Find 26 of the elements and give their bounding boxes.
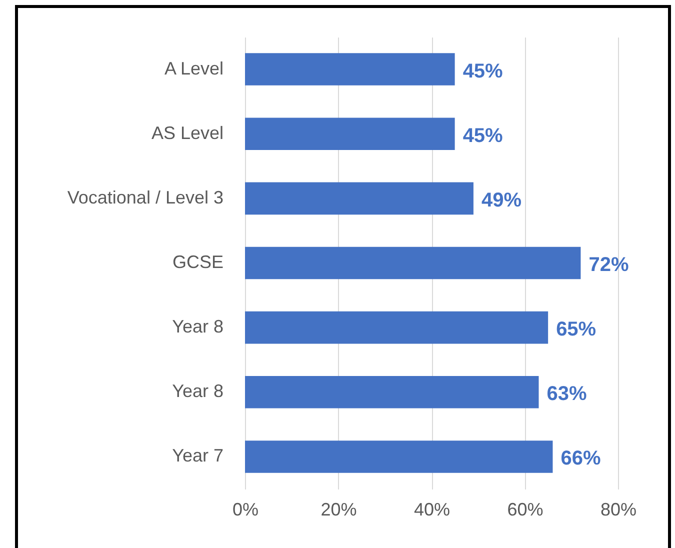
data-label: 45%	[462, 124, 504, 147]
data-label: 49%	[481, 189, 522, 212]
bar	[245, 246, 581, 280]
y-tick-label: GCSE	[172, 252, 224, 272]
y-tick-label: Year 7	[172, 446, 224, 466]
x-tick-label: 60%	[507, 500, 544, 520]
data-label: 72%	[588, 254, 629, 276]
bar	[245, 118, 455, 150]
x-tick-label: 20%	[320, 500, 357, 520]
data-label: 65%	[556, 318, 596, 341]
x-tick-label: 0%	[232, 500, 259, 520]
data-label: 66%	[560, 448, 601, 470]
y-tick-label: Vocational / Level 3	[67, 187, 224, 208]
data-label: 63%	[546, 383, 587, 406]
y-tick-label: A Level	[164, 58, 224, 78]
y-tick-label: Year 8	[172, 381, 224, 402]
y-tick-label: Year 8	[172, 316, 224, 337]
bar	[245, 53, 455, 86]
bar	[245, 376, 539, 408]
x-tick-label: 80%	[600, 500, 637, 520]
y-tick-label: AS Level	[151, 122, 224, 143]
x-tick-label: 40%	[414, 500, 450, 520]
bar	[245, 311, 548, 344]
bar	[245, 182, 474, 215]
bar	[245, 440, 553, 473]
data-label: 45%	[462, 60, 504, 82]
